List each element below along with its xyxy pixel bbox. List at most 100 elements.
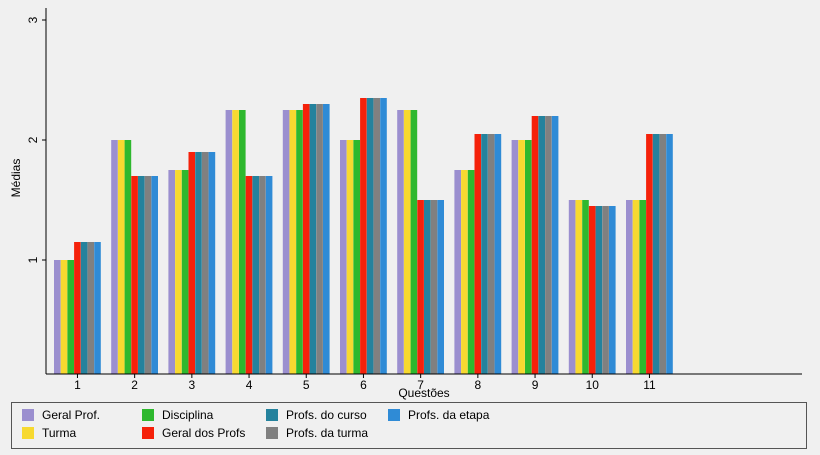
bar — [225, 110, 233, 374]
bar — [80, 242, 88, 374]
bar — [467, 170, 475, 374]
bar — [353, 140, 360, 374]
bar — [201, 152, 209, 374]
bar — [151, 176, 158, 374]
chart-svg: 1 2 3 1 2 3 4 5 6 7 8 9 10 11 Médias Questões — [9, 8, 802, 400]
x-tick-label: 5 — [303, 378, 310, 392]
legend-item: Profs. do curso — [266, 408, 367, 422]
x-ticks-group: 1 2 3 4 5 6 7 8 9 10 11 — [74, 374, 656, 392]
bar — [551, 116, 559, 374]
bar — [366, 98, 374, 374]
bar — [410, 110, 418, 374]
bar — [511, 140, 519, 374]
bar — [138, 176, 145, 374]
bar — [659, 134, 667, 374]
bar — [168, 170, 175, 374]
x-tick-label: 3 — [189, 378, 196, 392]
legend-item: Geral dos Profs — [142, 426, 245, 440]
bar — [609, 206, 616, 374]
bar — [595, 206, 603, 374]
bar — [87, 242, 95, 374]
bar — [538, 116, 545, 374]
x-tick-label: 11 — [643, 378, 656, 392]
y-axis-label: Médias — [9, 159, 23, 198]
x-tick-label: 9 — [532, 378, 539, 392]
bar — [239, 110, 246, 374]
bar — [74, 242, 81, 374]
bar — [424, 200, 431, 374]
bar — [282, 110, 290, 374]
bar — [54, 260, 61, 374]
bar — [430, 200, 438, 374]
bar — [454, 170, 461, 374]
bar — [323, 104, 330, 374]
bar — [582, 200, 589, 374]
x-axis-label: Questões — [398, 386, 449, 400]
y-tick-label: 3 — [26, 16, 40, 23]
bar — [208, 152, 216, 374]
legend-label: Turma — [42, 426, 77, 440]
legend-swatch — [142, 427, 154, 439]
bar — [588, 206, 596, 374]
legend-swatch — [266, 427, 278, 439]
bar — [131, 176, 138, 374]
bar — [175, 170, 182, 374]
bar — [309, 104, 317, 374]
x-tick-label: 2 — [131, 378, 138, 392]
x-tick-label: 8 — [475, 378, 482, 392]
legend-swatch — [22, 409, 34, 421]
bar — [461, 170, 468, 374]
bar — [245, 176, 253, 374]
bar — [360, 98, 367, 374]
x-tick-label: 6 — [360, 378, 367, 392]
bar — [259, 176, 266, 374]
bar — [575, 200, 583, 374]
legend-label: Profs. do curso — [286, 408, 367, 422]
legend-item: Turma — [22, 426, 76, 440]
bar — [195, 152, 202, 374]
bar — [545, 116, 552, 374]
bar — [474, 134, 482, 374]
y-ticks-group: 1 2 3 — [26, 16, 46, 263]
bar — [265, 176, 273, 374]
bar — [666, 134, 673, 374]
bar — [494, 134, 502, 374]
y-tick-label: 1 — [26, 256, 40, 263]
bar — [302, 104, 310, 374]
bar — [437, 200, 444, 374]
bar — [94, 242, 101, 374]
bars-group — [54, 98, 673, 374]
bar — [232, 110, 239, 374]
legend-label: Disciplina — [162, 408, 214, 422]
legend-label: Profs. da etapa — [408, 408, 490, 422]
legend-item: Profs. da turma — [266, 426, 368, 440]
legend-item: Profs. da etapa — [388, 408, 489, 422]
bar — [481, 134, 488, 374]
bar — [117, 140, 125, 374]
bar — [639, 200, 646, 374]
legend-item: Geral Prof. — [22, 408, 100, 422]
bar — [652, 134, 660, 374]
x-tick-label: 4 — [246, 378, 253, 392]
x-tick-label: 10 — [586, 378, 600, 392]
bar — [487, 134, 495, 374]
bar — [188, 152, 196, 374]
legend: Geral Prof. Turma Disciplina Geral dos Prof… — [11, 402, 807, 449]
legend-label: Profs. da turma — [286, 426, 369, 440]
legend-label: Geral Prof. — [42, 408, 101, 422]
bar — [403, 110, 411, 374]
bar — [518, 140, 525, 374]
bar — [397, 110, 404, 374]
bar — [568, 200, 576, 374]
bar — [181, 170, 189, 374]
bar — [60, 260, 68, 374]
bar — [67, 260, 74, 374]
bar — [144, 176, 152, 374]
bar — [340, 140, 347, 374]
bar — [346, 140, 354, 374]
y-tick-label: 2 — [26, 136, 40, 143]
bar — [626, 200, 633, 374]
bar — [525, 140, 532, 374]
bar — [632, 200, 640, 374]
legend-label: Geral dos Profs — [162, 426, 246, 440]
